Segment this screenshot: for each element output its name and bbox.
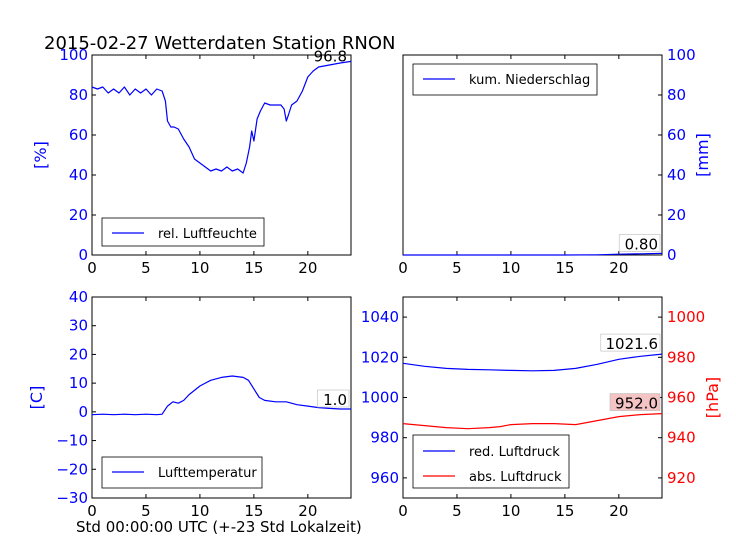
value-annotation: 96.8 <box>314 47 347 65</box>
series-line-1 <box>91 60 352 174</box>
x-tick-label: 15 <box>244 502 263 520</box>
x-tick-label: 20 <box>609 259 628 277</box>
legend-label: red. Luftdruck <box>469 445 560 460</box>
y-tick-label: 30 <box>69 317 88 335</box>
x-tick-label: 20 <box>609 502 628 520</box>
y-tick-label-right: 60 <box>667 126 686 144</box>
x-tick-label: 15 <box>555 259 574 277</box>
chart-panel-1: 0 5 10 15 20 0 20 40 60 80 100 [%] rel. Luftfeuchte 9… <box>31 46 352 277</box>
y-tick-label-right: 80 <box>667 86 686 104</box>
value-annotation: 0.80 <box>618 234 661 253</box>
legend-label: abs. Luftdruck <box>469 470 562 485</box>
y-tick-label: 100 <box>59 46 88 64</box>
y-tick-label: 20 <box>69 345 88 363</box>
legend: Lufttemperatur <box>101 456 263 489</box>
y-tick-label: −20 <box>56 460 88 478</box>
value-annotation-text: 0.80 <box>625 235 658 253</box>
series-line-1 <box>402 353 663 372</box>
y-tick-label-right: 920 <box>667 469 696 487</box>
x-tick-label: 0 <box>87 259 97 277</box>
x-tick-label: 10 <box>190 502 209 520</box>
value-annotation-box <box>317 389 350 408</box>
x-tick-label: 5 <box>141 259 151 277</box>
value-annotation-text: 1021.6 <box>606 335 659 353</box>
y-tick-label: 960 <box>370 469 399 487</box>
y-tick-label: 40 <box>69 288 88 306</box>
y-tick-label-right: 40 <box>667 166 686 184</box>
series-line-1 <box>403 252 663 256</box>
x-tick-label: 10 <box>501 259 520 277</box>
y-tick-label-right: 980 <box>667 348 696 366</box>
legend-label: kum. Niederschlag <box>469 73 590 88</box>
x-tick-label: 10 <box>501 502 520 520</box>
value-annotation: 952.0 <box>609 393 661 413</box>
y-tick-label-right: 960 <box>667 389 696 407</box>
y-tick-label-right: 0 <box>667 246 677 264</box>
y-tick-label: 40 <box>69 166 88 184</box>
x-tick-label: 5 <box>141 502 151 520</box>
legend-box <box>101 217 265 247</box>
series-line-2 <box>402 413 663 430</box>
value-annotation: 1.0 <box>317 389 350 409</box>
y-tick-label-right: 1000 <box>667 308 705 326</box>
x-tick-label: 15 <box>244 259 263 277</box>
y-axis-label: [C] <box>27 386 46 410</box>
y-tick-label: 20 <box>69 206 88 224</box>
legend-label: rel. Luftfeuchte <box>158 227 257 242</box>
x-tick-label: 20 <box>298 259 317 277</box>
y-tick-label: 980 <box>370 429 399 447</box>
figure-title: 2015-02-27 Wetterdaten Station RNON <box>44 33 395 54</box>
y-tick-label: 60 <box>69 126 88 144</box>
value-annotation-box <box>618 234 661 252</box>
legend-label: Lufttemperatur <box>158 466 257 481</box>
y-tick-label: 0 <box>78 403 88 421</box>
y-axis-label: [hPa] <box>703 377 722 418</box>
value-annotation: 1021.6 <box>600 333 661 353</box>
y-tick-label-right: 940 <box>667 429 696 447</box>
y-tick-label: −30 <box>56 489 88 507</box>
y-tick-label: 10 <box>69 374 88 392</box>
value-annotation-text: 1.0 <box>323 391 347 409</box>
value-annotation-box <box>609 393 661 411</box>
x-tick-label: 20 <box>298 502 317 520</box>
y-tick-label: 0 <box>78 246 88 264</box>
y-tick-label: 1040 <box>361 308 399 326</box>
y-tick-label-right: 20 <box>667 206 686 224</box>
y-tick-label: 1020 <box>361 348 399 366</box>
x-tick-label: 5 <box>452 259 462 277</box>
value-annotation-text: 96.8 <box>314 47 347 65</box>
y-tick-label: −10 <box>56 432 88 450</box>
y-axis-label: [%] <box>31 141 50 169</box>
value-annotation-box <box>600 333 661 352</box>
x-tick-label: 0 <box>87 502 97 520</box>
legend-box <box>412 434 570 489</box>
chart-panel-4: 0 5 10 15 20 960 980 1000 1020 1040 920 940 960 980 10… <box>361 296 722 520</box>
chart-panel-2: 0 5 10 15 20 0 20 40 60 80 100 [mm] kum. Niederschla… <box>398 46 712 277</box>
x-tick-label: 5 <box>452 502 462 520</box>
legend: kum. Niederschlag <box>412 63 598 96</box>
y-tick-label: 80 <box>69 86 88 104</box>
figure-footer-xlabel: Std 00:00:00 UTC (+-23 Std Lokalzeit) <box>76 518 362 536</box>
chart-panel-3: 0 5 10 15 20 −30 −20 −10 0 10 20 30 40 [C] Lufttempera… <box>27 288 352 520</box>
x-tick-label: 10 <box>190 259 209 277</box>
legend: rel. Luftfeuchte <box>101 217 265 247</box>
series-line-1 <box>91 375 351 416</box>
legend: red. Luftdruck abs. Luftdruck <box>412 434 570 489</box>
y-tick-label-right: 100 <box>667 46 696 64</box>
x-tick-label: 0 <box>398 502 408 520</box>
y-tick-label: 1000 <box>361 389 399 407</box>
y-axis-label: [mm] <box>693 133 712 177</box>
value-annotation-text: 952.0 <box>615 395 658 413</box>
x-tick-label: 0 <box>398 259 408 277</box>
x-tick-label: 15 <box>555 502 574 520</box>
